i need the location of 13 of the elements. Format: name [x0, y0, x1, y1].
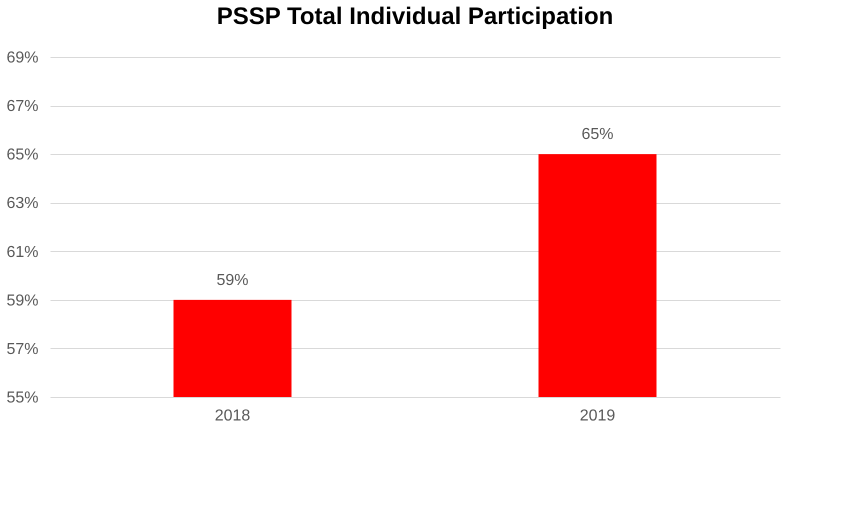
x-tick-label: 2019: [580, 408, 616, 424]
y-tick-label: 57%: [6, 340, 38, 358]
y-tick-label: 63%: [6, 195, 38, 212]
y-tick-label: 65%: [6, 146, 38, 164]
y-tick-label: 67%: [6, 98, 38, 116]
y-tick-label: 61%: [6, 244, 38, 261]
chart-title: PSSP Total Individual Participation: [216, 3, 614, 30]
data-label: 65%: [581, 126, 614, 144]
data-label: 59%: [216, 272, 249, 289]
y-tick-label: 55%: [6, 390, 38, 406]
y-tick-label: 59%: [6, 292, 38, 310]
y-tick-label: 69%: [6, 50, 38, 66]
x-tick-label: 2018: [214, 408, 250, 424]
